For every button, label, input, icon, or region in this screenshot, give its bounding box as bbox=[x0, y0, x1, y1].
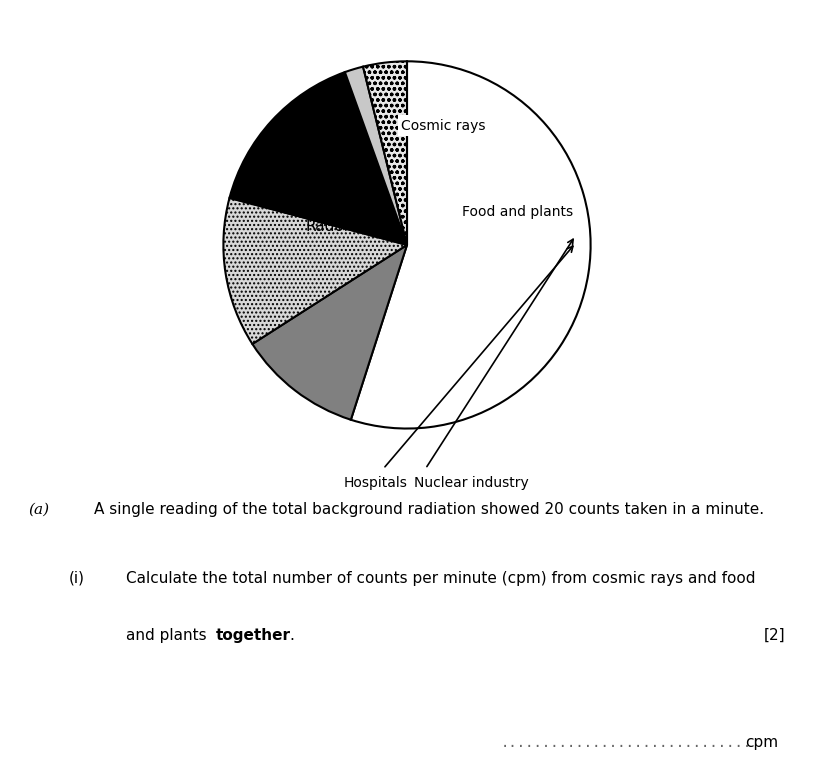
Text: Food and plants: Food and plants bbox=[462, 205, 573, 219]
Text: A single reading of the total background radiation showed 20 counts taken in a m: A single reading of the total background… bbox=[94, 502, 764, 517]
Wedge shape bbox=[363, 62, 407, 245]
Text: Calculate the total number of counts per minute (cpm) from cosmic rays and food: Calculate the total number of counts per… bbox=[126, 571, 755, 585]
Text: cpm: cpm bbox=[745, 735, 778, 750]
Text: (i): (i) bbox=[69, 571, 85, 585]
Wedge shape bbox=[351, 62, 591, 429]
Text: Hospitals: Hospitals bbox=[344, 477, 408, 490]
Text: and plants: and plants bbox=[126, 628, 212, 642]
Wedge shape bbox=[223, 198, 407, 344]
Text: Radon: Radon bbox=[306, 219, 354, 234]
Text: (a): (a) bbox=[28, 502, 50, 516]
Text: [2]: [2] bbox=[764, 628, 786, 642]
Wedge shape bbox=[230, 72, 407, 245]
Wedge shape bbox=[252, 245, 407, 420]
Text: Nuclear industry: Nuclear industry bbox=[414, 477, 528, 490]
Text: Buildings and soil: Buildings and soil bbox=[423, 278, 545, 293]
Text: .: . bbox=[289, 628, 294, 642]
Wedge shape bbox=[345, 67, 407, 245]
Text: together: together bbox=[216, 628, 291, 642]
Text: Cosmic rays: Cosmic rays bbox=[401, 119, 486, 132]
Text: ..............................: .............................. bbox=[501, 736, 752, 750]
